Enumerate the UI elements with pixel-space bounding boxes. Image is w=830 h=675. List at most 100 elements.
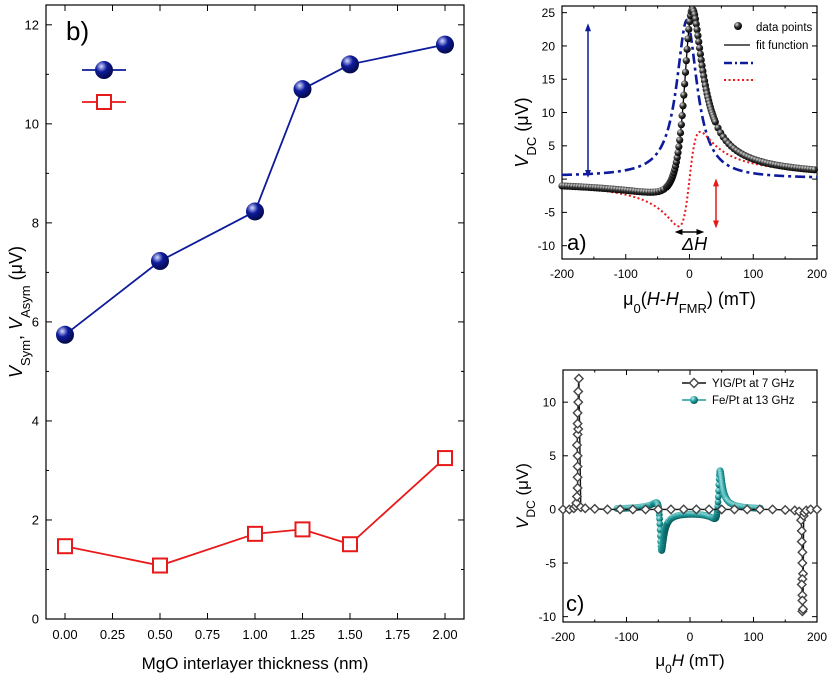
text-part: ) (mT) [707,289,756,309]
x-tick-label: -100 [614,267,638,281]
data-point [677,121,685,129]
x-tick-label: 1.75 [385,627,410,642]
y-tick-label: 2 [32,513,39,528]
y-tick-label: 10 [543,395,557,409]
text-part: 0 [665,662,672,675]
x-tick-label: 1.50 [337,627,362,642]
text-part: V [6,364,26,378]
yig-pt-point [796,536,807,547]
text-part: DC [524,500,538,518]
yig-pt-point [797,595,808,606]
y-tick-label: 0 [548,172,555,186]
text-part: H [647,289,661,309]
y-tick-label: 0 [32,612,39,627]
text-part: (μV) [512,97,532,136]
y-tick-label: 5 [548,139,555,153]
yig-pt-point [573,373,585,384]
x-tick-label: 1.00 [242,627,267,642]
text-part: Asym [18,285,33,318]
yig-pt-point [729,504,740,515]
data-point [683,45,691,53]
x-axis-label: μ0H (mT) [655,651,724,675]
fe-pt-point [714,493,722,501]
text-part: , [6,330,26,340]
v-sym-point [246,202,264,221]
x-tick-label: 200 [807,267,827,281]
x-tick-label: 2.00 [432,627,457,642]
y-tick-label: -5 [545,556,556,570]
yig-pt-point [572,407,583,419]
data-point [695,38,703,46]
x-tick-label: 200 [807,630,827,644]
text-part: ( [641,289,647,309]
data-point [711,118,719,126]
data-point [692,20,700,28]
text-part: (mT) [684,651,725,670]
v-asym-point [294,521,311,538]
delta-h-annotation: ΔH [681,234,708,254]
data-point [678,112,686,120]
legend-label-data-points: data points [756,22,813,34]
yig-pt-point [653,504,664,515]
panel-label: a) [567,230,587,255]
x-tick-label: 0.50 [147,627,172,642]
text-part: FMR [679,301,707,316]
yig-pt-point [741,504,753,515]
text-part: H [666,289,680,309]
yig-pt-line [563,378,817,612]
legend-marker [95,61,113,79]
text-part: (μV) [6,246,26,285]
data-point [682,57,690,65]
yig-pt-point [572,482,583,494]
x-axis-label: MgO interlayer thickness (nm) [142,654,369,673]
yig-pt-point [665,504,677,515]
legend-marker [690,396,698,404]
v-sym-line [64,43,446,336]
data-point [685,25,693,33]
panel-label: b) [66,16,89,46]
yig-pt-point [571,491,583,502]
y-tick-label: 25 [542,6,556,20]
v-asym-line [64,457,446,567]
v-asym-point [247,525,263,542]
y-tick-label: -10 [539,610,557,624]
yig-pt-point [573,386,584,397]
fe-pt-point [656,515,663,523]
data-point [697,56,705,64]
y-tick-label: 8 [32,216,39,231]
y-tick-label: -10 [538,239,556,253]
data-point [698,61,706,70]
data-point [684,35,692,43]
data-point [679,102,687,110]
yig-pt-point [627,504,639,515]
data-point [693,26,701,34]
text-part: V [6,316,26,330]
yig-pt-point [796,579,807,590]
y-axis-label: VDC (μV) [513,463,538,529]
yig-pt-point [716,504,727,515]
yig-pt-point [811,504,823,515]
legend-c: YIG/Pt at 7 GHz Fe/Pt at 13 GHz [682,377,795,407]
yig-pt-point [780,504,791,516]
text-part: (μV) [513,463,532,500]
legend-label-fit-function: fit function [756,40,808,52]
y-tick-label: 10 [25,117,39,132]
yig-pt-point [571,439,583,451]
panel-label: c) [566,591,584,616]
data-point [675,143,683,151]
text-part: DC [524,137,539,156]
x-tick-label: 100 [743,630,763,644]
yig-pt-point [589,503,600,515]
yig-pt-point [572,461,583,472]
yig-pt-point [572,472,583,483]
text-part: V [513,516,532,529]
v-sym-point [293,80,312,99]
y-axis-label: VDC (μV) [512,97,539,167]
text-part: μ [655,651,665,670]
legend-label-yig: YIG/Pt at 7 GHz [712,378,795,390]
text-part: V [512,154,532,168]
yig-pt-point [797,557,808,569]
x-tick-label: -200 [550,267,574,281]
data-point [676,129,685,137]
